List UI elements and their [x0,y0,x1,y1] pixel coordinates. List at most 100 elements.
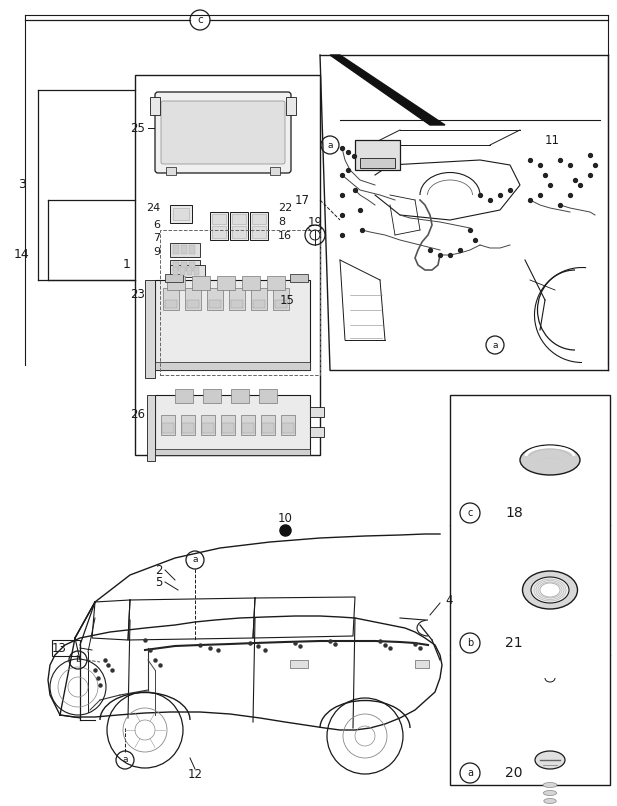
Text: 16: 16 [278,231,292,241]
Bar [163,288,179,310]
Bar [252,226,266,238]
Bar [187,267,192,275]
Bar [210,212,228,240]
Text: 21: 21 [505,636,523,650]
Text: 18: 18 [505,506,523,520]
Bar [173,262,179,271]
Bar [192,276,210,290]
Bar [212,214,226,224]
Bar [229,288,245,310]
Bar [161,415,175,435]
Bar [194,267,199,275]
Bar [286,97,296,115]
Bar [415,660,429,668]
Text: 13: 13 [52,642,67,654]
FancyBboxPatch shape [155,280,310,370]
Bar [267,276,285,290]
Text: 2: 2 [155,563,162,576]
Bar [252,214,266,224]
Ellipse shape [531,577,569,603]
Bar [217,276,235,290]
Text: 24: 24 [146,203,160,213]
Bar [232,214,246,224]
Text: a: a [122,755,128,765]
Text: 14: 14 [14,248,30,261]
Text: a: a [467,768,473,778]
Bar [52,640,80,656]
Bar [232,226,246,238]
Bar [209,300,221,308]
Bar [310,407,324,417]
Bar [203,389,221,403]
Bar [261,415,275,435]
Bar [170,205,192,223]
FancyBboxPatch shape [155,92,291,173]
Bar [259,389,277,403]
Text: 15: 15 [280,293,295,306]
Bar [145,280,155,378]
Text: c: c [467,508,473,518]
Bar [355,140,400,170]
Bar [181,415,195,435]
Bar [170,265,205,277]
Bar [135,75,320,455]
Bar [290,660,308,668]
Bar [165,274,183,282]
Bar [155,449,310,455]
Bar [360,158,395,168]
Bar [173,208,189,220]
Text: 25: 25 [130,122,145,135]
Bar [242,423,254,433]
Bar [282,423,294,433]
Bar [242,276,260,290]
Bar [207,288,223,310]
Bar [170,243,200,257]
Text: b: b [467,638,473,648]
Bar [173,267,178,275]
Bar [181,262,187,271]
Ellipse shape [543,783,557,787]
Text: 4: 4 [445,593,452,606]
Bar [273,288,289,310]
FancyBboxPatch shape [155,395,310,455]
Ellipse shape [520,445,580,475]
Text: 6: 6 [153,220,160,230]
Text: 9: 9 [153,247,160,257]
Bar [150,97,160,115]
Text: a: a [327,140,333,149]
Bar [155,362,310,370]
Bar [202,423,214,433]
Bar [187,300,199,308]
Ellipse shape [544,799,556,804]
Text: 22: 22 [278,203,292,213]
Bar [310,427,324,437]
Bar [182,423,194,433]
Bar [185,288,201,310]
Ellipse shape [535,751,565,769]
Ellipse shape [544,791,557,796]
Bar [241,415,255,435]
Text: 26: 26 [130,409,145,422]
Bar [231,389,249,403]
Text: 20: 20 [505,766,523,780]
Ellipse shape [540,583,560,597]
Bar [230,212,248,240]
Text: 7: 7 [153,233,160,243]
Bar [275,300,287,308]
Bar [170,260,200,274]
FancyBboxPatch shape [161,101,285,164]
Bar [160,230,320,375]
Bar [221,415,235,435]
Text: 10: 10 [278,512,292,525]
Bar [222,423,234,433]
Text: 5: 5 [155,575,162,588]
Bar [262,423,274,433]
Text: 8: 8 [278,217,285,227]
Text: c: c [197,15,203,25]
Bar [201,415,215,435]
Bar [162,423,174,433]
Bar [281,415,295,435]
Bar [189,245,195,254]
Text: 23: 23 [130,289,145,301]
Text: 11: 11 [545,134,560,147]
